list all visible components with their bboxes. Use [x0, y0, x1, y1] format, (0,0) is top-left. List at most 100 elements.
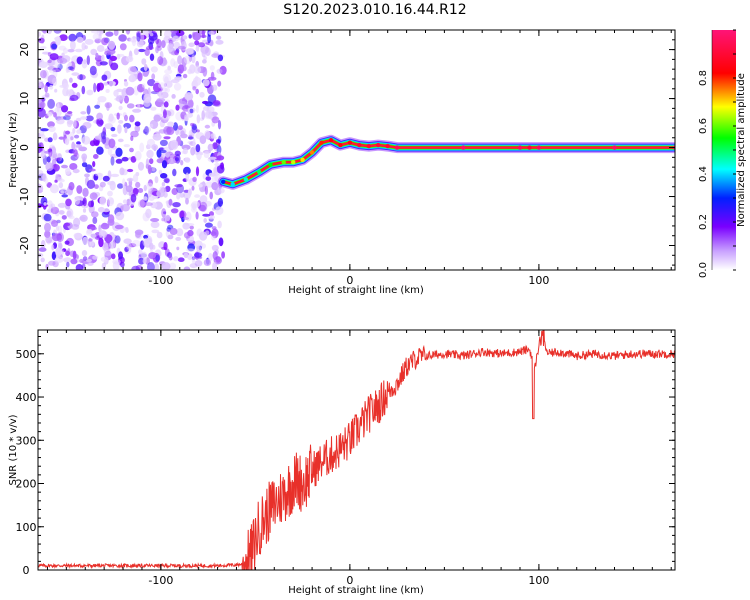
- noise-blob: [62, 82, 69, 90]
- noise-blob: [173, 256, 179, 262]
- noise-blob: [171, 187, 178, 196]
- noise-blob: [97, 82, 105, 91]
- noise-blob: [108, 138, 116, 149]
- noise-blob: [95, 52, 99, 59]
- noise-blob: [99, 228, 103, 239]
- noise-blob: [101, 74, 108, 81]
- noise-blob: [40, 239, 46, 249]
- noise-blob: [67, 49, 74, 53]
- noise-blob: [70, 136, 74, 141]
- noise-blob: [100, 256, 109, 262]
- noise-blob: [201, 30, 205, 39]
- noise-blob: [68, 215, 75, 220]
- spectrogram-panel: -100 0 100 -20 -10 0 10 20 Height of str…: [8, 29, 676, 296]
- noise-blob: [82, 187, 89, 197]
- noise-blob: [108, 40, 116, 50]
- noise-blob: [109, 180, 116, 191]
- noise-blob: [143, 93, 152, 104]
- noise-blob: [101, 54, 105, 63]
- noise-blob: [188, 177, 197, 187]
- noise-blob: [116, 112, 120, 120]
- noise-blob: [68, 182, 75, 191]
- ridge-point: [281, 160, 286, 165]
- spectrogram-x-axis-label: Height of straight line (km): [288, 285, 424, 296]
- noise-blob: [191, 256, 196, 264]
- noise-blob: [189, 225, 194, 230]
- ridge-point: [385, 143, 390, 149]
- noise-blob: [153, 263, 160, 270]
- noise-blob: [138, 257, 145, 265]
- noise-blob: [118, 120, 124, 124]
- noise-blob: [208, 156, 217, 160]
- x-tick-label: -100: [148, 574, 173, 587]
- noise-blob: [184, 157, 191, 163]
- noise-blob: [48, 125, 56, 133]
- noise-blob: [134, 121, 141, 127]
- noise-blob: [208, 172, 216, 177]
- noise-blob: [189, 64, 196, 74]
- noise-blob: [102, 208, 110, 213]
- noise-blob: [177, 64, 185, 74]
- noise-blob: [209, 65, 215, 71]
- noise-blob: [82, 208, 87, 213]
- noise-blob: [52, 77, 57, 87]
- noise-blob: [76, 129, 82, 134]
- noise-blob: [204, 200, 212, 207]
- noise-blob: [38, 184, 44, 194]
- noise-blob: [142, 258, 147, 264]
- noise-blob: [84, 173, 90, 178]
- noise-blob: [38, 82, 42, 87]
- noise-blob: [81, 250, 88, 257]
- noise-blob: [65, 198, 72, 207]
- noise-blob: [191, 185, 195, 191]
- noise-blob: [67, 66, 74, 71]
- noise-blob: [129, 37, 138, 43]
- noise-blob: [182, 217, 190, 220]
- noise-blob: [174, 50, 180, 56]
- noise-blob: [188, 42, 195, 48]
- noise-blob: [118, 34, 127, 42]
- noise-blob: [76, 141, 81, 145]
- noise-blob: [144, 125, 149, 136]
- noise-blob: [118, 251, 123, 260]
- noise-blob: [126, 177, 134, 182]
- noise-blob: [72, 168, 80, 174]
- noise-blob: [141, 30, 148, 34]
- noise-blob: [216, 35, 222, 40]
- noise-blob: [92, 216, 98, 224]
- noise-blob: [161, 160, 168, 169]
- noise-blob: [208, 30, 215, 36]
- noise-blob: [101, 135, 107, 144]
- noise-blob: [215, 206, 224, 216]
- noise-blob: [81, 59, 88, 69]
- noise-blob: [143, 196, 148, 201]
- noise-blob: [65, 67, 69, 73]
- noise-blob: [60, 190, 64, 195]
- noise-blob: [184, 92, 194, 101]
- noise-blob: [154, 176, 159, 184]
- noise-blob: [185, 172, 190, 182]
- noise-blob: [66, 210, 72, 217]
- noise-blob: [172, 35, 180, 42]
- noise-blob: [174, 157, 180, 162]
- noise-blob: [175, 236, 182, 241]
- noise-blob: [71, 224, 80, 230]
- noise-blob: [50, 203, 56, 209]
- noise-blob: [211, 121, 216, 127]
- noise-blob: [43, 213, 52, 222]
- noise-blob: [98, 119, 104, 126]
- noise-blob: [185, 197, 189, 205]
- noise-blob: [160, 173, 168, 179]
- noise-blob: [90, 48, 98, 56]
- noise-blob: [69, 94, 79, 101]
- noise-blob: [145, 45, 154, 51]
- noise-blob: [175, 104, 180, 111]
- ridge-point: [243, 177, 249, 182]
- noise-blob: [38, 133, 41, 138]
- noise-blob: [147, 262, 155, 270]
- noise-blob: [187, 188, 192, 196]
- noise-blob: [165, 230, 170, 238]
- noise-blob: [144, 48, 150, 56]
- noise-blob: [81, 153, 88, 161]
- noise-blob: [114, 235, 121, 244]
